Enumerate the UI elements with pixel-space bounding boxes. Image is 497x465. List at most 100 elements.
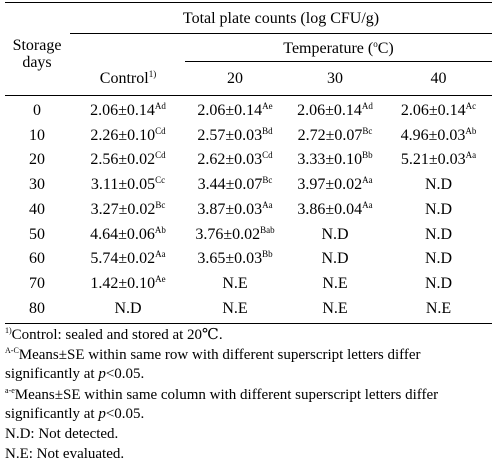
cell-superscript: Cd [155, 126, 166, 136]
cell-superscript: Aa [362, 175, 373, 185]
table-cell: 2.06±0.14Ae [185, 102, 285, 120]
cell-value: N.D [114, 300, 142, 317]
cell-value: 3.76±0.02 [195, 226, 261, 243]
cell-value: 3.87±0.03 [197, 201, 263, 218]
group-title: Total plate counts (log CFU/g) [182, 10, 380, 27]
table-cell: 3.87±0.03Aa [185, 201, 285, 219]
cell-value: N.E [222, 300, 248, 317]
cell-superscript: Cd [155, 150, 166, 160]
table-cell: 5.21±0.03Aa [385, 151, 492, 169]
table-cell: 3.11±0.05Cc [72, 176, 184, 194]
cell-value: 2.57±0.03 [197, 127, 263, 144]
col-head-40: 40 [430, 70, 447, 87]
row-day-label: 80 [29, 300, 45, 317]
cell-value: N.D [424, 275, 453, 292]
cell-superscript: Ac [465, 101, 477, 111]
cell-value: 2.06±0.14 [90, 102, 155, 119]
cell-value: 3.11±0.05 [90, 176, 156, 193]
table-cell: 2.26±0.10Cd [72, 127, 184, 145]
footnote-ne: N.E: Not evaluated. [5, 446, 125, 462]
cell-value: N.D [424, 201, 453, 218]
row-day-label: 60 [29, 250, 45, 267]
cell-value: N.E [322, 300, 348, 317]
temperature-rule [185, 61, 492, 62]
cell-superscript: Aa [262, 200, 273, 210]
table-cell: 3.27±0.02Bc [72, 201, 184, 219]
table-cell: 3.86±0.04Aa [285, 201, 385, 219]
cell-superscript: Ad [361, 101, 373, 111]
cell-value: 4.96±0.03 [400, 127, 466, 144]
temperature-title: Temperature (oC) [283, 39, 394, 58]
table-cell: N.E [285, 275, 385, 293]
col-head-control: Control1) [99, 69, 157, 88]
cell-value: 3.97±0.02 [297, 176, 363, 193]
col-head-30: 30 [327, 70, 343, 87]
cell-value: N.E [222, 275, 248, 292]
cell-superscript: Cd [262, 150, 273, 160]
table-cell: 2.57±0.03Bd [185, 127, 285, 145]
cell-value: 2.06±0.14 [197, 102, 263, 119]
footnote-control: 1)Control: sealed and stored at 20℃. [5, 326, 223, 344]
cell-value: 3.44±0.07 [197, 176, 263, 193]
cell-superscript: Bb [262, 249, 273, 259]
table-cell: N.E [285, 300, 385, 318]
cell-value: N.D [321, 226, 349, 243]
table-cell: N.D [385, 275, 492, 293]
row-day-label: 50 [29, 226, 45, 243]
cell-value: 2.56±0.02 [90, 151, 156, 168]
cell-value: 3.65±0.03 [197, 250, 263, 267]
table-cell: N.E [185, 275, 285, 293]
table-cell: 2.72±0.07Bc [285, 127, 385, 145]
cell-superscript: Ab [154, 225, 166, 235]
cell-superscript: Aa [155, 249, 166, 259]
cell-superscript: Aa [465, 150, 477, 160]
cell-value: 3.86±0.04 [297, 201, 363, 218]
cell-value: 5.74±0.02 [90, 250, 156, 267]
table-cell: 3.65±0.03Bb [185, 250, 285, 268]
table-cell: N.D [72, 300, 184, 318]
cell-value: 2.72±0.07 [297, 127, 363, 144]
table-cell: 3.44±0.07Bc [185, 176, 285, 194]
cell-value: 2.06±0.14 [400, 102, 466, 119]
cell-superscript: Bc [155, 200, 166, 210]
cell-value: N.D [424, 250, 453, 267]
table-cell: 2.06±0.14Ad [285, 102, 385, 120]
bottom-rule [5, 323, 492, 324]
table-cell: N.D [285, 250, 385, 268]
cell-superscript: Bc [262, 175, 273, 185]
table-cell: 1.42±0.10Ae [72, 275, 184, 293]
table-cell: 5.74±0.02Aa [72, 250, 184, 268]
row-day-label: 20 [29, 151, 45, 168]
footnote-col-letters: a-eMeans±SE within same column with diff… [5, 386, 439, 404]
cell-value: 2.06±0.14 [297, 102, 362, 119]
cell-value: N.E [425, 300, 452, 317]
cell-superscript: Ad [154, 101, 166, 111]
col-head-20: 20 [227, 70, 243, 87]
table-cell: N.E [185, 300, 285, 318]
cell-value: 2.26±0.10 [90, 127, 156, 144]
group-rule [70, 33, 492, 34]
table-cell: 3.76±0.02Bab [185, 226, 285, 244]
header-rule [5, 95, 492, 96]
row-day-label: 40 [29, 201, 45, 218]
cell-superscript: Bab [260, 225, 275, 235]
row-day-label: 10 [29, 127, 45, 144]
cell-superscript: Ab [465, 126, 477, 136]
footnote-col-letters-cont: significantly at p<0.05. [5, 406, 145, 422]
row-day-label: 30 [29, 176, 45, 193]
table-cell: N.D [385, 226, 492, 244]
cell-superscript: Bc [362, 126, 373, 136]
cell-superscript: Ae [262, 101, 273, 111]
table-cell: 2.06±0.14Ad [72, 102, 184, 120]
top-rule [5, 2, 492, 3]
cell-superscript: Aa [362, 200, 373, 210]
cell-value: 2.62±0.03 [197, 151, 263, 168]
cell-value: 1.42±0.10 [90, 275, 156, 292]
cell-value: 3.33±0.10 [297, 151, 363, 168]
table-cell: N.D [385, 250, 492, 268]
table-cell: N.E [385, 300, 492, 318]
table-cell: N.D [385, 176, 492, 194]
cell-value: 5.21±0.03 [400, 151, 466, 168]
table-cell: 3.97±0.02Aa [285, 176, 385, 194]
